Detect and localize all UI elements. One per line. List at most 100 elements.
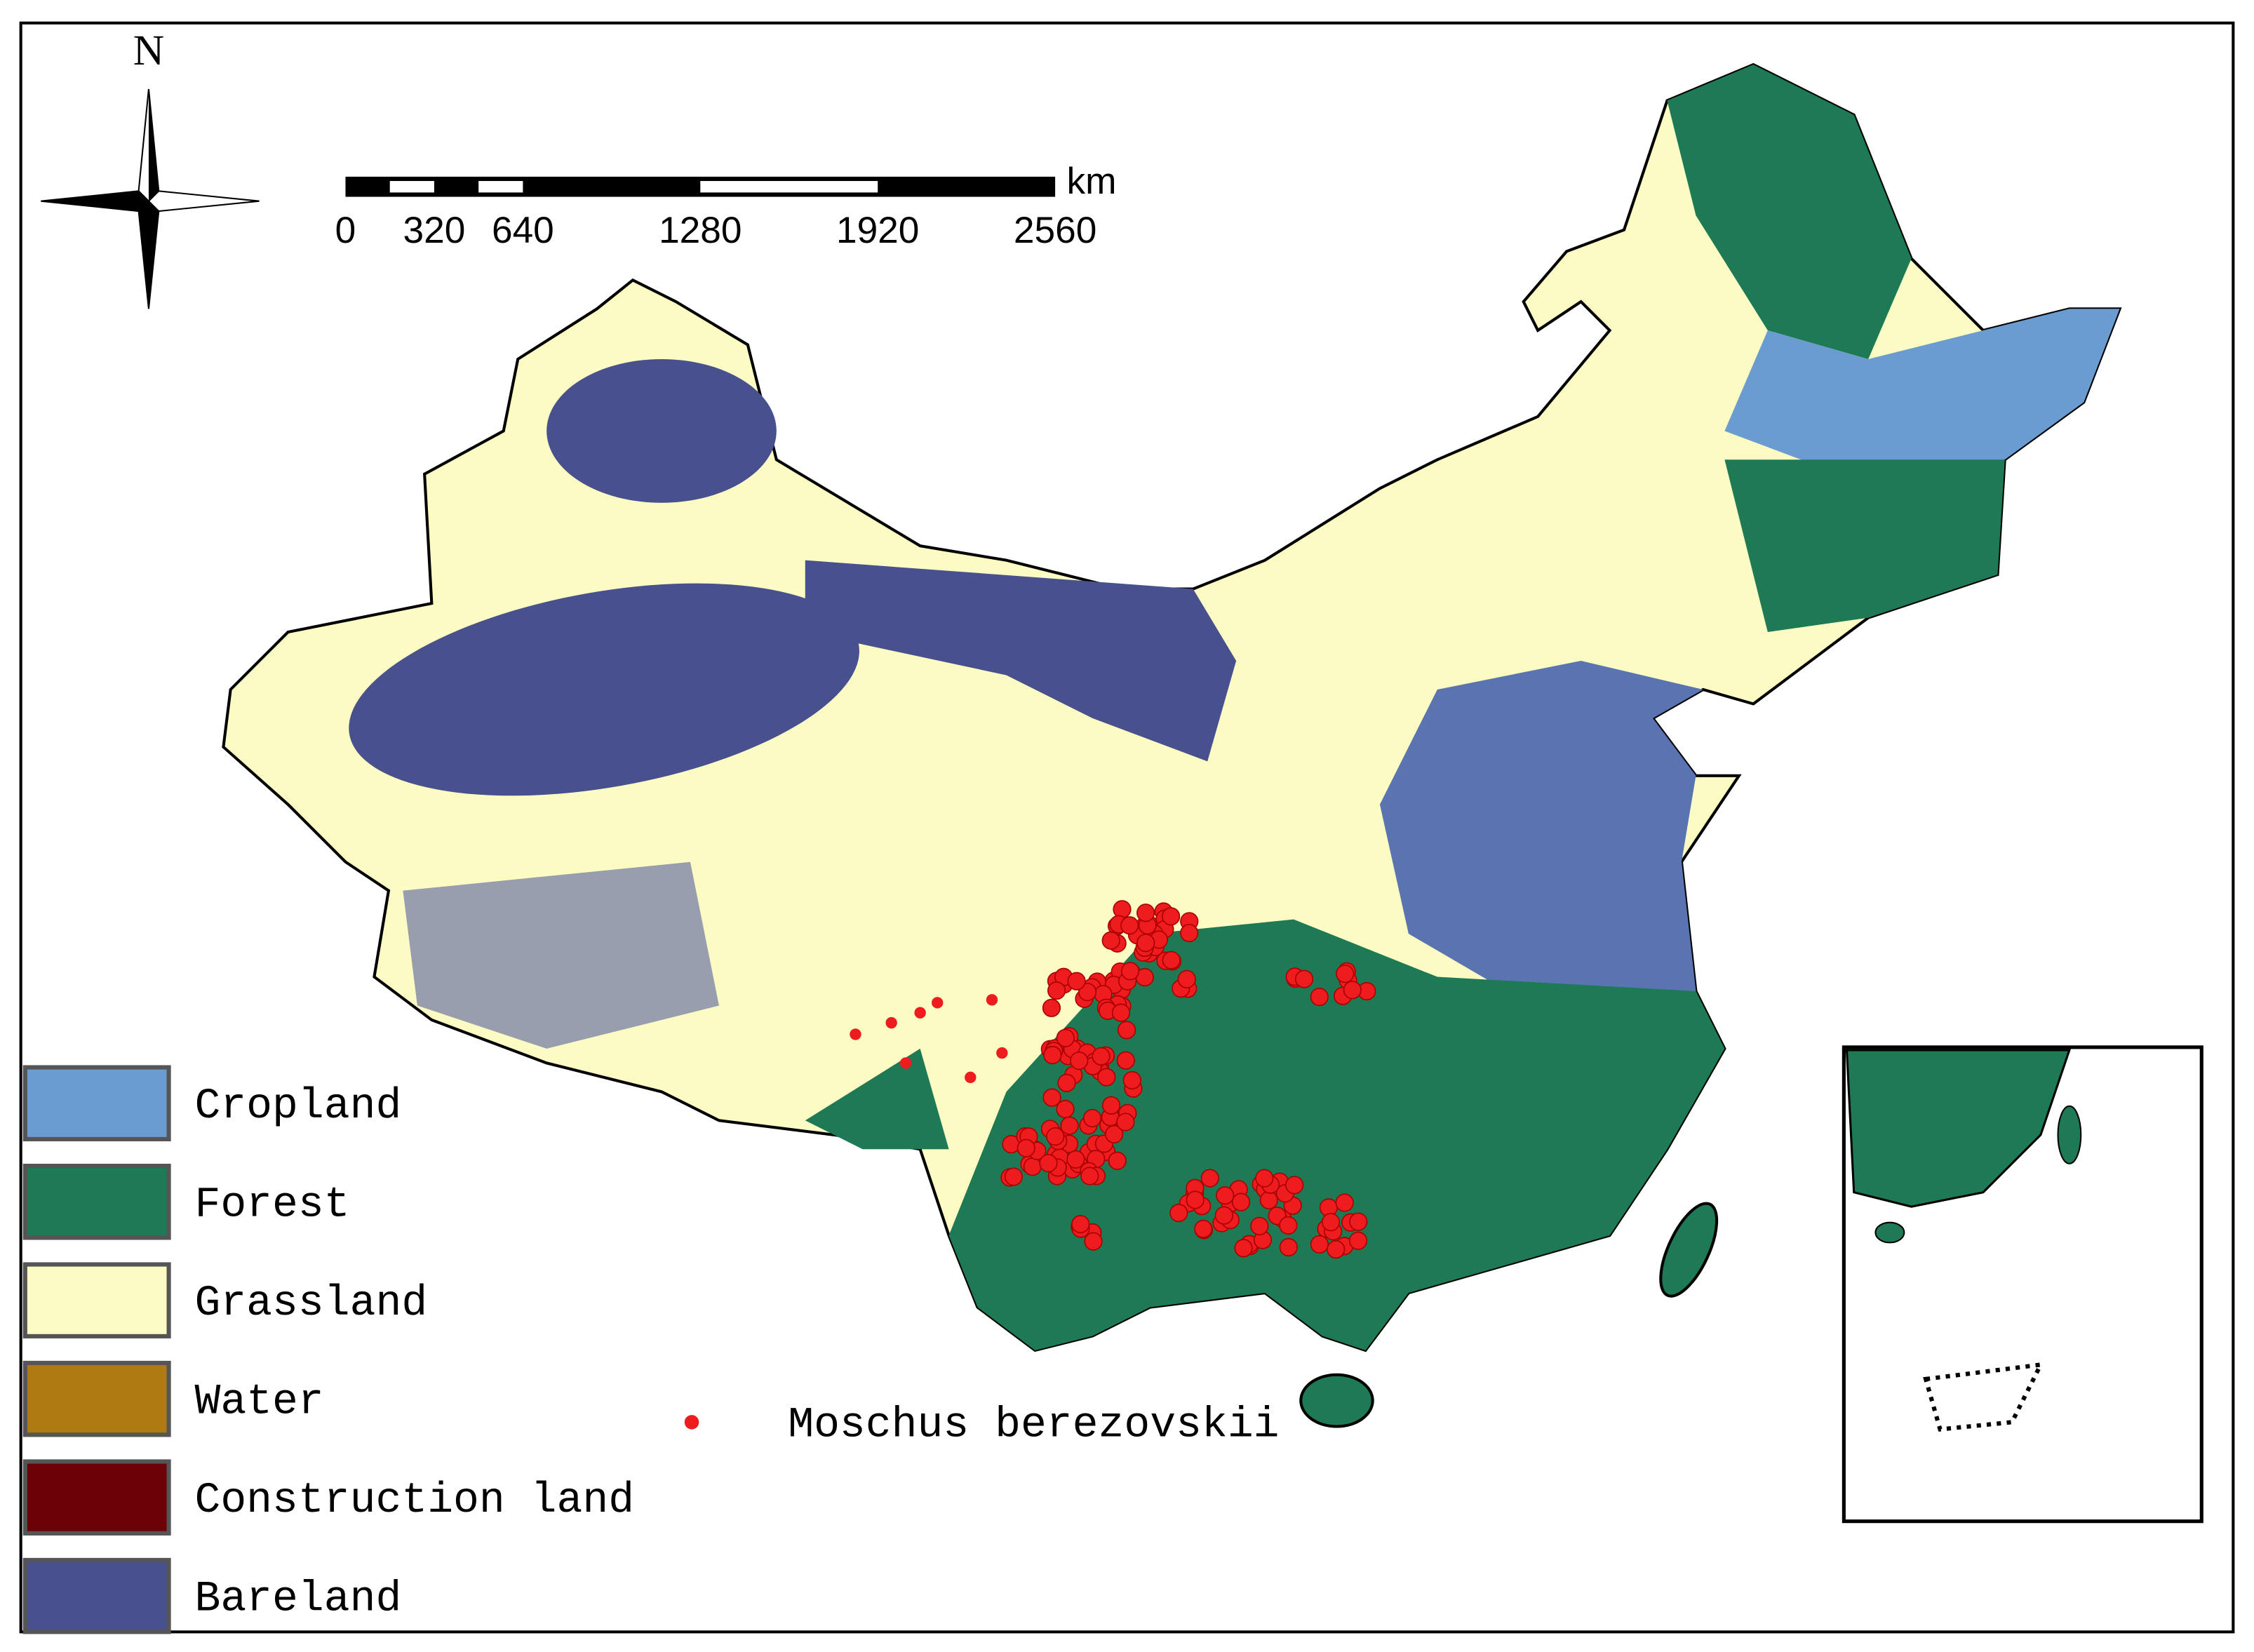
occurrence-point (885, 1016, 897, 1029)
occurrence-point (1349, 1212, 1368, 1231)
country (222, 62, 2122, 1428)
forest-changbai (1724, 459, 2005, 633)
occurrence-legend: Moschus berezovskii (684, 1402, 1280, 1450)
occurrence-point (1177, 969, 1196, 988)
legend-label: Grassland (194, 1280, 427, 1328)
occurrence-point (1279, 1216, 1298, 1235)
occurrence-point (1122, 1070, 1141, 1090)
occurrence-point (1046, 1127, 1065, 1146)
island-taiwan (1659, 1202, 1719, 1298)
occurrence-point (1136, 904, 1155, 922)
north-label: N (133, 27, 164, 74)
inset-hainan (1874, 1221, 1905, 1244)
occurrence-point (1067, 972, 1086, 990)
scale-bar-segment (700, 181, 878, 193)
occurrence-point (1116, 1051, 1135, 1070)
occurrence-point (1066, 1150, 1085, 1169)
forest-south (948, 919, 1725, 1350)
occurrence-point (1294, 969, 1314, 988)
compass-n-shade (148, 88, 159, 201)
occurrence-point (1043, 1045, 1062, 1065)
occurrence-point (1105, 1124, 1124, 1143)
legend-label: Water (194, 1378, 323, 1427)
occurrence-point (1056, 1028, 1075, 1047)
occurrence-point (1071, 1214, 1090, 1234)
occurrence-point (1321, 1213, 1341, 1232)
legend-label: Construction land (194, 1477, 634, 1525)
scale-tick-label: 320 (403, 210, 466, 251)
occurrence-point (1084, 1232, 1103, 1251)
occurrence-marker (684, 1415, 699, 1430)
occurrence-point (1056, 1099, 1075, 1119)
legend-swatch (22, 1360, 171, 1437)
occurrence-point (1060, 1116, 1079, 1135)
occurrence-point (1080, 1167, 1099, 1186)
compass-e (147, 190, 260, 213)
frame (19, 21, 2235, 1634)
occurrence-point (1097, 1068, 1116, 1087)
occurrence-point (1108, 1151, 1127, 1170)
occurrence-point (1200, 1169, 1219, 1188)
cropland-plain (1379, 661, 1703, 1035)
legend-swatch (22, 1065, 171, 1141)
occurrence-point (1070, 1052, 1089, 1070)
occurrence-point (1214, 1206, 1233, 1225)
occurrence-point (1279, 1237, 1298, 1257)
inset (1842, 1045, 2203, 1524)
scale-tick-label: 640 (492, 210, 554, 251)
occurrence-point (1285, 1176, 1304, 1195)
inset-land (1845, 1049, 2072, 1208)
occurrence-point (1117, 1021, 1136, 1040)
occurrence-point (1310, 1235, 1329, 1254)
occurrence-point (1194, 1219, 1213, 1238)
occurrence-point (1092, 1047, 1111, 1066)
legend: Cropland Forest Grassland Water Construction… (22, 1065, 634, 1634)
occurrence-point (1162, 951, 1181, 969)
legend-swatch (22, 1459, 171, 1536)
forest-tibet (805, 1048, 949, 1150)
island-hainan (1299, 1373, 1374, 1428)
occurrence-point (1136, 934, 1155, 953)
occurrence-point (1255, 1169, 1274, 1188)
occurrence-label: Moschus berezovskii (788, 1402, 1279, 1450)
occurrence-point (1042, 998, 1061, 1017)
occurrence-point (1039, 1153, 1058, 1173)
occurrence-point (1042, 1088, 1061, 1107)
occurrence-point (1231, 1193, 1251, 1211)
occurrence-point (850, 1028, 861, 1040)
scale-bar: km 0 320 640 1280 1920 2560 (335, 161, 1117, 251)
bareland-tibet (403, 861, 719, 1049)
occurrence-point (1101, 931, 1120, 950)
occurrence-point (1082, 1108, 1102, 1128)
occurrence-point (1116, 1113, 1135, 1131)
occurrence-point (1186, 1190, 1205, 1209)
scale-bar-segment (389, 181, 434, 193)
occurrence-point (1336, 965, 1355, 983)
bareland-dzungaria (546, 358, 777, 503)
scale-bar-segment (478, 181, 523, 193)
cropland-northeast (1724, 309, 2120, 474)
occurrence-point (899, 1057, 912, 1069)
occurrence-point (1017, 1139, 1035, 1157)
occurrence-point (1348, 1231, 1368, 1250)
occurrence-point (986, 994, 998, 1006)
scale-tick-label: 1920 (836, 210, 919, 251)
legend-swatch (22, 1262, 171, 1338)
occurrence-point (1327, 1240, 1346, 1259)
occurrence-point (1250, 1216, 1269, 1235)
legend-label: Forest (194, 1181, 349, 1230)
occurrence-points (850, 900, 1376, 1259)
occurrence-point (1023, 1157, 1042, 1176)
legend-swatch (22, 1557, 171, 1634)
occurrence-point (1234, 1239, 1253, 1258)
occurrence-point (1259, 1190, 1278, 1209)
legend-swatch (22, 1163, 171, 1240)
occurrence-point (1216, 1186, 1235, 1205)
occurrence-point (1113, 900, 1132, 919)
occurrence-point (1310, 988, 1329, 1007)
occurrence-point (931, 997, 944, 1009)
compass: N (41, 27, 260, 309)
occurrence-point (1057, 1073, 1076, 1092)
